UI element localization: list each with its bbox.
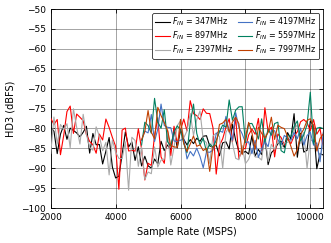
Y-axis label: HD3 (dBFS): HD3 (dBFS) xyxy=(6,80,16,137)
Legend: $F_{IN}$ = 347MHz, $F_{IN}$ = 897MHz, $F_{IN}$ = 2397MHz, $F_{IN}$ = 4197MHz, $F: $F_{IN}$ = 347MHz, $F_{IN}$ = 897MHz, $F… xyxy=(153,13,319,59)
X-axis label: Sample Rate (MSPS): Sample Rate (MSPS) xyxy=(137,227,237,237)
